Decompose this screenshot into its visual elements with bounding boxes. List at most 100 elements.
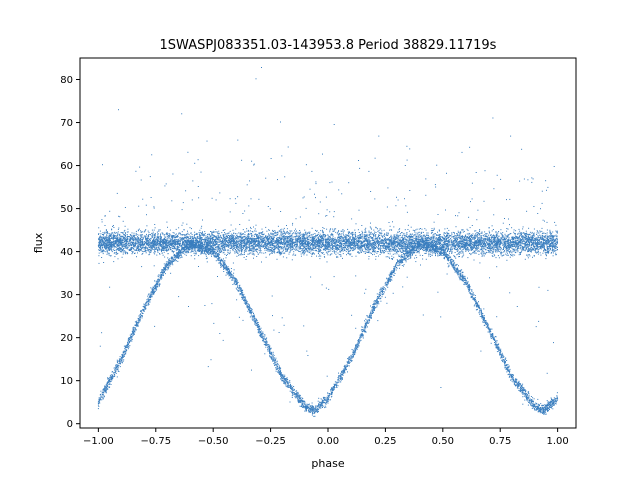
data-point (358, 252, 360, 254)
data-point (364, 247, 366, 249)
data-point (103, 236, 105, 238)
data-point (358, 245, 360, 247)
data-point (506, 254, 508, 256)
data-point (340, 247, 342, 249)
data-point (229, 240, 231, 242)
data-point (224, 249, 226, 251)
data-point (442, 242, 444, 244)
data-point (432, 243, 434, 245)
data-point (103, 239, 105, 240)
data-point (448, 244, 450, 246)
data-point (258, 240, 260, 242)
data-point (158, 242, 160, 244)
data-point (219, 244, 221, 246)
data-point (517, 241, 519, 243)
data-point (401, 246, 403, 248)
data-point (415, 247, 417, 248)
data-point (514, 246, 516, 247)
data-point (500, 243, 502, 245)
data-point (485, 238, 487, 240)
data-point (289, 239, 291, 241)
data-point (183, 237, 185, 239)
data-point (104, 246, 106, 248)
data-point (545, 236, 546, 238)
data-point (238, 246, 240, 248)
data-point (188, 239, 190, 241)
data-point (465, 242, 467, 243)
data-point (239, 254, 241, 256)
data-point (399, 228, 401, 230)
data-point (232, 238, 234, 240)
data-point (198, 236, 200, 238)
data-point (455, 244, 457, 246)
data-point (296, 238, 298, 240)
data-point (130, 236, 132, 238)
data-point (387, 234, 388, 236)
data-point (400, 245, 402, 247)
data-point (364, 239, 366, 241)
data-point (321, 238, 323, 239)
data-point (253, 250, 255, 252)
data-point (342, 246, 344, 248)
data-point (394, 236, 396, 238)
data-point (314, 247, 315, 249)
data-point (340, 241, 342, 243)
data-point (242, 233, 244, 235)
data-point (371, 249, 373, 251)
data-point (228, 240, 230, 242)
data-point (167, 238, 169, 240)
data-point (172, 235, 174, 237)
data-point (321, 245, 323, 247)
data-point (329, 239, 331, 240)
data-point (144, 230, 146, 232)
data-point (261, 242, 263, 244)
data-point (105, 230, 107, 232)
data-point (159, 241, 160, 243)
data-point (312, 233, 314, 235)
data-point (269, 254, 270, 256)
data-point (236, 255, 238, 257)
data-point (342, 253, 344, 255)
data-point (165, 238, 167, 240)
data-point (364, 234, 366, 236)
data-point (426, 244, 428, 246)
data-point (202, 243, 203, 244)
data-point (99, 245, 101, 247)
data-point (325, 251, 327, 253)
data-point (543, 250, 545, 252)
data-point (475, 247, 476, 249)
data-point (450, 246, 452, 248)
data-point (152, 240, 154, 242)
data-point (432, 230, 434, 231)
data-point (483, 251, 485, 253)
data-point (161, 240, 163, 242)
data-point (358, 248, 360, 250)
data-point (233, 248, 235, 250)
data-point (365, 236, 367, 238)
data-point (279, 252, 281, 254)
data-point (148, 236, 150, 237)
data-point (302, 241, 304, 243)
data-point (163, 242, 164, 244)
data-point (551, 240, 553, 242)
data-point (540, 248, 542, 250)
data-point (172, 238, 173, 240)
data-point (492, 252, 494, 254)
data-point (547, 250, 549, 252)
data-point (393, 247, 395, 249)
data-point (338, 254, 340, 256)
data-point (513, 229, 515, 231)
data-point (326, 247, 328, 249)
data-point (541, 245, 543, 247)
data-point (385, 239, 387, 241)
data-point (212, 236, 214, 238)
data-point (497, 242, 499, 244)
data-point (206, 237, 208, 239)
data-point (122, 235, 124, 237)
data-point (346, 243, 348, 245)
data-point (193, 250, 195, 252)
data-point (124, 236, 126, 238)
data-point (405, 239, 407, 241)
data-point (514, 248, 516, 250)
data-point (246, 240, 248, 242)
